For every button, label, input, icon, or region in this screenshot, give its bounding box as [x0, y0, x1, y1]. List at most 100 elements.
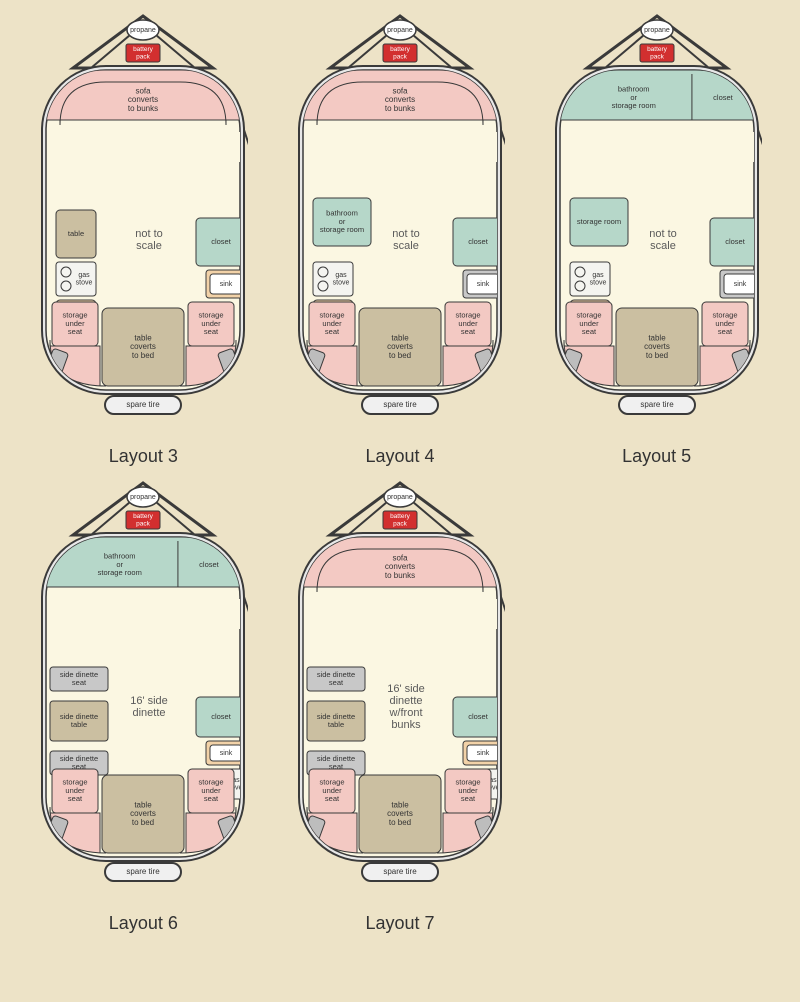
cell-layout4: propanebatterypacksofaconvertsto bunksba… — [277, 10, 524, 467]
svg-text:table: table — [391, 800, 409, 809]
layout-grid: propanebatterypacksofaconvertsto bunksta… — [0, 0, 800, 954]
svg-text:dinette: dinette — [133, 707, 166, 719]
svg-text:closet: closet — [468, 237, 489, 246]
caption-layout7: Layout 7 — [365, 913, 434, 934]
svg-text:pack: pack — [650, 53, 664, 60]
trailer-layout5: propanebatterypackbathroomorstorage room… — [552, 10, 762, 440]
trailer-layout7: propanebatterypacksofaconvertsto bunkssi… — [295, 477, 505, 907]
cell-layout6: propanebatterypackbathroomorstorage room… — [20, 477, 267, 934]
svg-text:pack: pack — [393, 520, 407, 527]
svg-text:to bed: to bed — [132, 351, 154, 360]
svg-text:pack: pack — [136, 53, 150, 60]
trailer-layout3: propanebatterypacksofaconvertsto bunksta… — [38, 10, 248, 440]
svg-text:coverts: coverts — [644, 342, 670, 351]
trailer-layout4: propanebatterypacksofaconvertsto bunksba… — [295, 10, 505, 440]
svg-text:closet: closet — [199, 560, 220, 569]
svg-text:closet: closet — [468, 712, 489, 721]
svg-text:converts: converts — [385, 95, 415, 104]
cell-layout5: propanebatterypackbathroomorstorage room… — [533, 10, 780, 467]
svg-text:table: table — [68, 229, 84, 238]
svg-text:sofa: sofa — [392, 553, 408, 562]
svg-text:16' side: 16' side — [387, 683, 425, 695]
svg-text:spare tire: spare tire — [640, 400, 674, 409]
svg-text:seat: seat — [461, 794, 476, 803]
svg-text:coverts: coverts — [387, 809, 413, 818]
svg-text:seat: seat — [718, 327, 733, 336]
svg-text:converts: converts — [128, 95, 158, 104]
svg-text:converts: converts — [385, 562, 415, 571]
svg-text:seat: seat — [325, 327, 340, 336]
svg-text:to bed: to bed — [389, 351, 411, 360]
svg-text:storage room: storage room — [98, 568, 142, 577]
caption-layout4: Layout 4 — [365, 446, 434, 467]
svg-text:pack: pack — [136, 520, 150, 527]
svg-text:table: table — [328, 720, 344, 729]
svg-text:spare tire: spare tire — [383, 400, 417, 409]
svg-text:not to: not to — [649, 228, 677, 240]
cell-layout3: propanebatterypacksofaconvertsto bunksta… — [20, 10, 267, 467]
svg-text:scale: scale — [136, 240, 162, 252]
svg-text:seat: seat — [72, 678, 87, 687]
svg-text:seat: seat — [582, 327, 597, 336]
svg-text:to bunks: to bunks — [385, 104, 415, 113]
svg-text:battery: battery — [133, 513, 154, 520]
svg-text:sink: sink — [477, 750, 490, 757]
svg-text:to bunks: to bunks — [128, 104, 158, 113]
svg-text:table: table — [135, 800, 153, 809]
svg-text:to bed: to bed — [132, 818, 154, 827]
svg-text:battery: battery — [390, 513, 411, 520]
svg-text:storage room: storage room — [611, 101, 655, 110]
svg-text:propane: propane — [644, 27, 670, 34]
svg-text:gas: gas — [79, 272, 91, 279]
svg-text:closet: closet — [212, 712, 233, 721]
svg-text:closet: closet — [212, 237, 233, 246]
svg-text:battery: battery — [390, 46, 411, 53]
svg-text:scale: scale — [393, 240, 419, 252]
svg-text:table: table — [391, 333, 409, 342]
svg-text:bunks: bunks — [391, 719, 421, 731]
svg-text:seat: seat — [325, 794, 340, 803]
caption-layout3: Layout 3 — [109, 446, 178, 467]
svg-text:dinette: dinette — [389, 695, 422, 707]
svg-text:storage room: storage room — [577, 217, 621, 226]
svg-text:stove: stove — [76, 280, 93, 287]
svg-text:propane: propane — [130, 27, 156, 34]
svg-text:to bed: to bed — [389, 818, 411, 827]
svg-text:16' side: 16' side — [131, 695, 169, 707]
svg-text:stove: stove — [333, 280, 350, 287]
svg-text:seat: seat — [329, 678, 344, 687]
svg-text:seat: seat — [68, 327, 83, 336]
svg-text:coverts: coverts — [387, 342, 413, 351]
svg-text:sink: sink — [220, 750, 233, 757]
svg-text:not to: not to — [392, 228, 420, 240]
svg-text:spare tire: spare tire — [127, 867, 161, 876]
svg-text:storage room: storage room — [320, 225, 364, 234]
svg-text:to bed: to bed — [646, 351, 668, 360]
svg-text:sink: sink — [477, 281, 490, 288]
svg-text:coverts: coverts — [130, 809, 156, 818]
caption-layout5: Layout 5 — [622, 446, 691, 467]
svg-text:to bunks: to bunks — [385, 571, 415, 580]
svg-text:battery: battery — [133, 46, 154, 53]
svg-text:coverts: coverts — [130, 342, 156, 351]
svg-text:table: table — [648, 333, 666, 342]
svg-text:stove: stove — [589, 280, 606, 287]
svg-text:pack: pack — [393, 53, 407, 60]
svg-text:w/front: w/front — [388, 707, 422, 719]
svg-text:closet: closet — [713, 93, 734, 102]
svg-text:seat: seat — [461, 327, 476, 336]
svg-text:scale: scale — [650, 240, 676, 252]
cell-layout7: propanebatterypacksofaconvertsto bunkssi… — [277, 477, 524, 934]
svg-text:gas: gas — [592, 272, 604, 279]
svg-text:spare tire: spare tire — [127, 400, 161, 409]
svg-text:gas: gas — [335, 272, 347, 279]
svg-text:propane: propane — [130, 494, 156, 501]
svg-text:closet: closet — [725, 237, 746, 246]
svg-text:propane: propane — [387, 27, 413, 34]
svg-text:sofa: sofa — [392, 86, 408, 95]
svg-text:seat: seat — [204, 794, 219, 803]
trailer-layout6: propanebatterypackbathroomorstorage room… — [38, 477, 248, 907]
svg-text:sink: sink — [733, 281, 746, 288]
svg-text:table: table — [71, 720, 87, 729]
svg-text:table: table — [135, 333, 153, 342]
